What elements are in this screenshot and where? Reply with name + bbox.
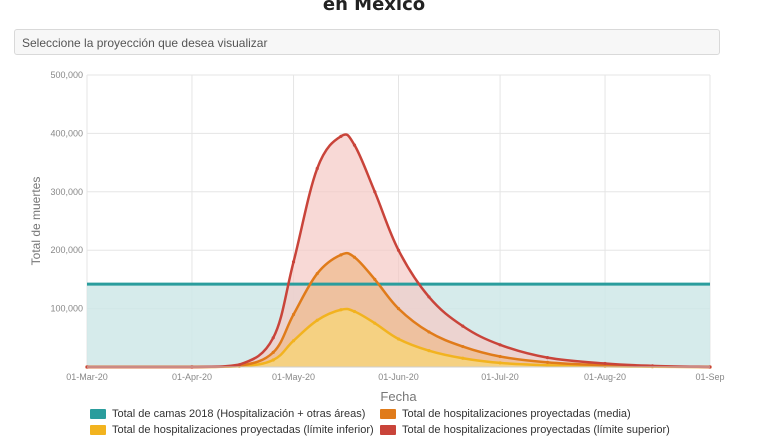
media-point xyxy=(461,344,465,349)
media-point xyxy=(352,255,357,259)
axis-layer: 01-Mar-20 01-Apr-20 01-May-20 01-Jun-20 01-J… xyxy=(29,70,725,404)
y-tick-label: 500,000 xyxy=(50,70,83,80)
legend-swatch-media xyxy=(380,409,396,419)
x-axis-title: Fecha xyxy=(380,389,417,404)
upper-point xyxy=(603,361,607,366)
upper-point xyxy=(396,248,401,252)
media-point xyxy=(498,354,502,359)
legend-label-beds: Total de camas 2018 (Hospitalización + o… xyxy=(112,408,366,420)
lower-point xyxy=(427,349,431,353)
x-tick-label: 01-Jul-20 xyxy=(481,372,519,382)
lower-point xyxy=(498,361,502,365)
legend-item-beds[interactable]: Total de camas 2018 (Hospitalización + o… xyxy=(90,408,365,420)
lower-line xyxy=(86,307,711,369)
upper-point xyxy=(498,343,502,347)
lower-point xyxy=(545,363,550,367)
lower-point xyxy=(315,318,319,322)
media-point xyxy=(396,307,401,311)
lower-point xyxy=(291,339,296,343)
lower-point xyxy=(461,356,465,360)
legend-swatch-upper xyxy=(380,425,396,435)
projection-select[interactable]: Seleccione la proyección que desea visua… xyxy=(14,29,720,55)
legend-label-lower: Total de hospitalizaciones proyectadas (… xyxy=(112,424,374,436)
legend-item-upper[interactable]: Total de hospitalizaciones proyectadas (… xyxy=(380,424,670,436)
upper-point xyxy=(352,143,357,147)
lower-point xyxy=(271,358,275,362)
media-point xyxy=(339,253,343,257)
legend-label-upper: Total de hospitalizaciones proyectadas (… xyxy=(402,424,670,436)
y-tick-label: 300,000 xyxy=(50,187,83,197)
y-tick-label: 100,000 xyxy=(50,304,83,314)
media-point xyxy=(373,277,377,281)
upper-point xyxy=(339,134,343,138)
upper-point xyxy=(315,166,319,171)
y-tick-label: 200,000 xyxy=(50,245,83,255)
upper-point xyxy=(373,190,377,194)
x-tick-label: 01-Aug-20 xyxy=(584,372,626,382)
x-tick-label: 01-Jun-20 xyxy=(378,372,419,382)
legend-item-lower[interactable]: Total de hospitalizaciones proyectadas (… xyxy=(90,424,374,436)
upper-point xyxy=(427,295,431,299)
upper-point xyxy=(271,336,275,340)
media-point xyxy=(271,350,275,354)
x-tick-label: 01-May-20 xyxy=(272,372,315,382)
projection-chart: 01-Mar-20 01-Apr-20 01-May-20 01-Jun-20 01-J… xyxy=(29,70,725,404)
lower-point xyxy=(339,308,343,312)
legend-item-media[interactable]: Total de hospitalizaciones proyectadas (… xyxy=(380,408,631,420)
upper-line xyxy=(86,133,711,369)
media-point xyxy=(427,330,431,334)
upper-point xyxy=(237,363,241,367)
y-axis-title: Total de muertes xyxy=(29,177,43,266)
page-title: en México xyxy=(322,0,426,15)
lower-area xyxy=(87,308,710,367)
media-point xyxy=(545,360,550,364)
media-point xyxy=(291,312,296,317)
lower-point xyxy=(373,321,377,325)
legend-swatch-beds xyxy=(90,409,106,419)
media-point xyxy=(315,271,319,276)
lower-point xyxy=(396,337,401,341)
media-line xyxy=(86,251,711,369)
legend-label-media: Total de hospitalizaciones proyectadas (… xyxy=(402,408,631,420)
projection-select-placeholder: Seleccione la proyección que desea visua… xyxy=(22,36,268,50)
lower-point xyxy=(352,309,357,314)
upper-point xyxy=(291,260,296,264)
upper-point xyxy=(545,356,550,360)
y-tick-label: 400,000 xyxy=(50,128,83,138)
x-tick-label: 01-Apr-20 xyxy=(172,372,212,382)
x-tick-label: 01-Mar-20 xyxy=(66,372,108,382)
legend-swatch-lower xyxy=(90,425,106,435)
upper-point xyxy=(461,324,465,328)
x-tick-label: 01-Sep xyxy=(695,372,724,382)
